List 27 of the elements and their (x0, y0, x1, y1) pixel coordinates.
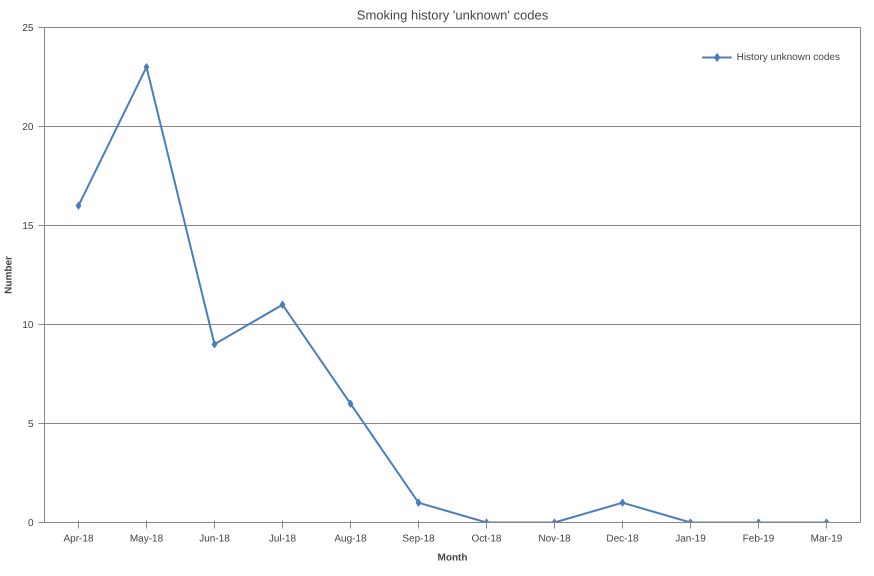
x-tick-label: Jun-18 (199, 534, 230, 544)
legend-label: History unknown codes (736, 52, 840, 62)
x-tick-label: Jul-18 (268, 534, 297, 544)
y-tick-label: 10 (22, 320, 34, 331)
x-axis-title: Month (438, 552, 468, 564)
point (348, 400, 354, 408)
point (280, 300, 286, 309)
x-tick-label: Dec-18 (606, 534, 640, 544)
x-tick-label: Jan-19 (675, 534, 706, 544)
point (76, 202, 82, 210)
y-tick-label: 20 (22, 122, 34, 133)
y-tick-label: 5 (28, 419, 34, 430)
x-tick-label: Aug-18 (334, 534, 368, 544)
y-axis-title: Number (3, 256, 14, 294)
x-tick-label: Nov-18 (538, 534, 572, 544)
x-tick-label: Sep-18 (402, 534, 436, 544)
y-tick-label: 0 (28, 518, 34, 529)
y-tick-label: 25 (22, 23, 34, 34)
point (212, 340, 218, 348)
x-tick-label: Oct-18 (471, 534, 502, 544)
chart-title: Smoking history 'unknown' codes (356, 8, 549, 22)
x-tick-label: May-18 (130, 534, 164, 544)
x-tick-label: Apr-18 (63, 534, 94, 544)
point (144, 63, 150, 72)
x-tick-label: Feb-19 (742, 534, 775, 544)
x-tick-label: Mar-19 (810, 534, 843, 544)
y-tick-label: 15 (22, 221, 34, 232)
